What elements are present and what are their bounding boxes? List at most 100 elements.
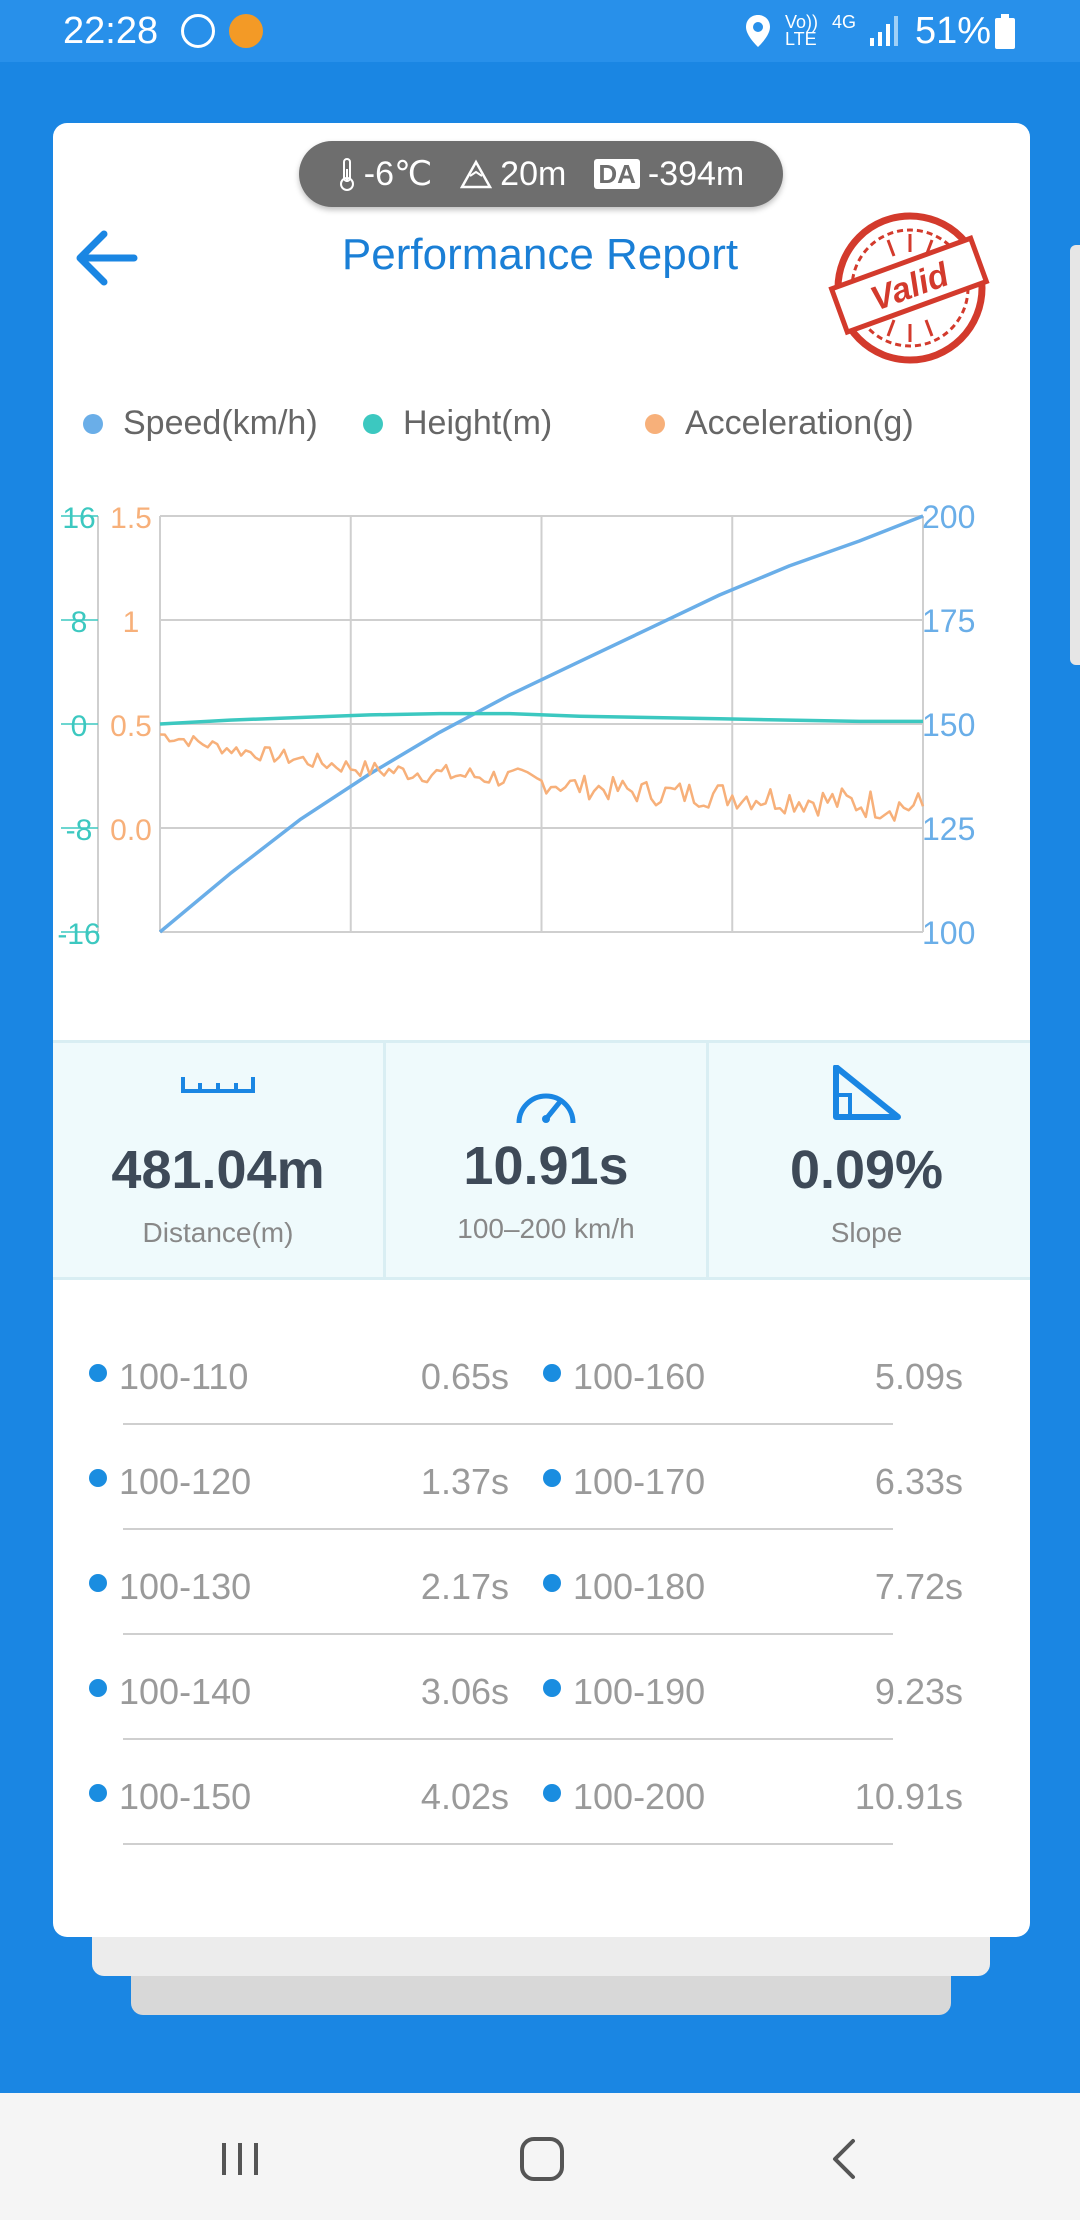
acceleration-series-line [159,733,925,822]
row-divider [123,1423,893,1425]
back-arrow-icon[interactable] [72,228,138,288]
stats-panel: 481.04m Distance(m) 10.91s 100–200 km/h … [53,1040,1030,1280]
battery-icon [995,14,1015,49]
split-dot [543,1784,561,1802]
ruler-icon [181,1077,255,1093]
split-row: 100-130 2.17s 100-180 7.72s [53,1530,1030,1635]
row-divider [123,1528,893,1530]
stat-slope: 0.09% Slope [706,1043,1024,1277]
split-range: 100-150 [119,1776,252,1817]
density-altitude-value: -394m [647,154,745,193]
time-range-label: 100–200 km/h [457,1213,635,1244]
split-range: 100-110 [119,1356,249,1397]
split-time: 9.23s [874,1671,963,1712]
system-nav-bar [0,2093,1080,2220]
temperature-value: -6℃ [363,155,433,193]
row-divider [123,1633,893,1635]
legend-acceleration: Acceleration(g) [645,404,914,443]
split-times-list: 100-110 0.65s 100-160 5.09s 100-120 1.37… [53,1320,1030,1845]
legend-speed: Speed(km/h) [83,404,363,443]
speed-tick-label: 125 [922,811,975,847]
acceleration-tick-label: 1.5 [110,502,152,535]
split-row: 100-120 1.37s 100-170 6.33s [53,1425,1030,1530]
legend-acceleration-label: Acceleration(g) [685,404,914,442]
split-dot [543,1679,561,1697]
app-notification-icon [181,14,215,48]
temperature-item: -6℃ [338,154,432,194]
altitude-item: 20m [460,155,566,194]
battery-percent: 51% [915,10,992,52]
split-dot [89,1469,107,1487]
da-badge: DA [594,159,640,189]
density-altitude-item: DA -394m [594,155,744,194]
home-icon[interactable] [512,2129,572,2189]
split-range: 100-190 [573,1671,706,1712]
row-divider [123,1843,893,1845]
height-tick-label: -16 [57,918,100,951]
status-time: 22:28 [63,10,159,52]
split-dot [89,1679,107,1697]
acceleration-tick-label: 0.5 [110,710,152,743]
split-range: 100-120 [119,1461,252,1502]
legend-height: Height(m) [363,404,645,443]
split-time: 7.72s [874,1566,963,1607]
distance-label: Distance(m) [142,1217,294,1248]
speed-tick-label: 100 [922,915,975,951]
height-tick-label: 8 [71,606,88,639]
thermometer-icon [339,158,354,191]
legend-speed-dot [83,413,103,434]
split-time: 6.33s [874,1461,963,1502]
acceleration-tick-label: 0.0 [110,814,152,847]
speed-tick-label: 150 [922,707,975,743]
split-time: 0.65s [420,1356,509,1397]
height-tick-label: 16 [62,502,95,535]
distance-value: 481.04m [111,1140,325,1200]
split-range: 100-180 [573,1566,706,1607]
height-series-line [159,711,923,726]
split-dot [543,1469,561,1487]
split-row: 100-140 3.06s 100-190 9.23s [53,1635,1030,1740]
height-tick-label: 0 [71,710,88,743]
valid-stamp: Valid [828,212,990,364]
split-range: 100-140 [119,1671,252,1712]
performance-chart: 200 175 150 125 100 16 8 0 -8 -16 1.5 1 0.5 0.0 [57,499,975,951]
legend-speed-label: Speed(km/h) [123,404,318,442]
stat-distance: 481.04m Distance(m) [53,1043,383,1277]
legend-height-label: Height(m) [403,404,553,442]
split-time: 3.06s [420,1671,509,1712]
split-dot [543,1574,561,1592]
speed-tick-label: 175 [922,603,975,639]
split-time: 4.02s [420,1776,509,1817]
split-range: 100-200 [573,1776,706,1817]
status-bar: 22:28 Vo)) LTE 4G 51% [0,0,1080,62]
stat-time: 10.91s 100–200 km/h [383,1043,706,1277]
mountain-icon [460,159,493,189]
split-row: 100-110 0.65s 100-160 5.09s [53,1320,1030,1425]
split-time: 5.09s [874,1356,963,1397]
split-dot [89,1364,107,1382]
split-time: 1.37s [420,1461,509,1502]
height-tick-label: -8 [66,814,93,847]
page-title: Performance Report [341,230,739,279]
split-range: 100-160 [573,1356,706,1397]
split-range: 100-170 [573,1461,706,1502]
slope-label: Slope [830,1217,903,1248]
row-divider [123,1738,893,1740]
split-dot [89,1784,107,1802]
back-icon[interactable] [815,2129,875,2189]
split-row: 100-150 4.02s 100-200 10.91s [53,1740,1030,1845]
slope-icon [832,1065,901,1120]
slope-value: 0.09% [789,1140,944,1200]
legend-acceleration-dot [645,413,665,434]
network-label: Vo)) LTE [785,12,819,49]
speed-tick-label: 200 [922,499,975,535]
network-type-label: 4G [832,12,857,32]
recent-apps-icon[interactable] [210,2129,270,2189]
chart-legend: Speed(km/h) Height(m) Acceleration(g) [83,404,914,443]
location-icon [746,15,770,47]
split-dot [543,1364,561,1382]
time-value: 10.91s [463,1136,629,1196]
speed-series-line [158,514,924,934]
side-panel-handle[interactable] [1070,245,1080,665]
split-dot [89,1574,107,1592]
